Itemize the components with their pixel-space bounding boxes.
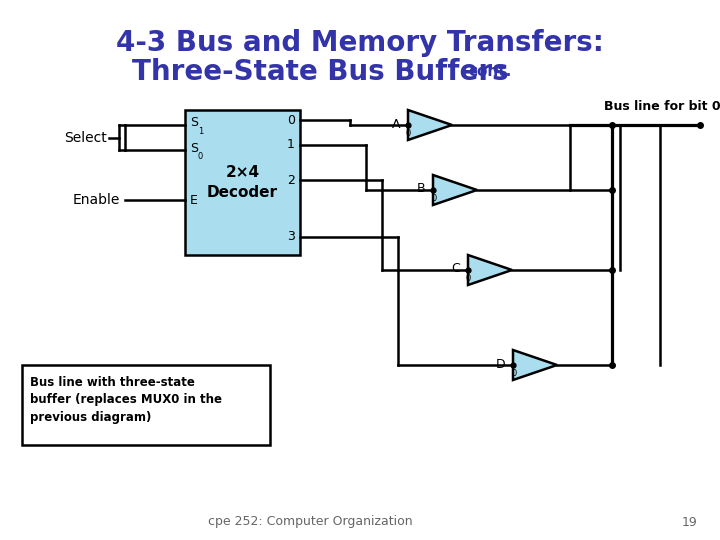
Text: 0: 0 — [287, 113, 295, 126]
Text: 0: 0 — [431, 194, 436, 203]
Text: 1: 1 — [198, 127, 203, 136]
Text: 0: 0 — [406, 129, 411, 138]
Text: 4-3 Bus and Memory Transfers:: 4-3 Bus and Memory Transfers: — [116, 29, 604, 57]
Bar — [22, 365, 270, 445]
Text: Bus line for bit 0: Bus line for bit 0 — [603, 100, 720, 113]
Polygon shape — [408, 110, 452, 140]
Text: Bus line with three-state
buffer (replaces MUX0 in the
previous diagram): Bus line with three-state buffer (replac… — [30, 375, 222, 424]
Polygon shape — [468, 255, 512, 285]
Text: A: A — [392, 118, 400, 131]
Text: Select: Select — [64, 131, 107, 145]
Text: cont.: cont. — [468, 64, 511, 79]
Text: B: B — [416, 183, 425, 195]
Bar — [185, 110, 300, 255]
Text: Decoder: Decoder — [207, 185, 278, 200]
Text: 0: 0 — [511, 369, 516, 378]
Text: 1: 1 — [287, 138, 295, 152]
Text: 0: 0 — [466, 274, 472, 283]
Text: 19: 19 — [682, 516, 698, 529]
Text: Enable: Enable — [73, 193, 120, 207]
Text: cpe 252: Computer Organization: cpe 252: Computer Organization — [207, 516, 413, 529]
Text: 2×4: 2×4 — [225, 165, 260, 180]
Text: 0: 0 — [198, 152, 203, 161]
Text: S: S — [190, 141, 198, 154]
Polygon shape — [513, 350, 557, 380]
Text: S: S — [190, 117, 198, 130]
Text: 2: 2 — [287, 173, 295, 186]
Text: C: C — [451, 262, 460, 275]
Text: 3: 3 — [287, 231, 295, 244]
Text: Three-State Bus Buffers: Three-State Bus Buffers — [132, 58, 508, 86]
Polygon shape — [433, 175, 477, 205]
Text: D: D — [495, 357, 505, 370]
Text: E: E — [190, 193, 198, 206]
